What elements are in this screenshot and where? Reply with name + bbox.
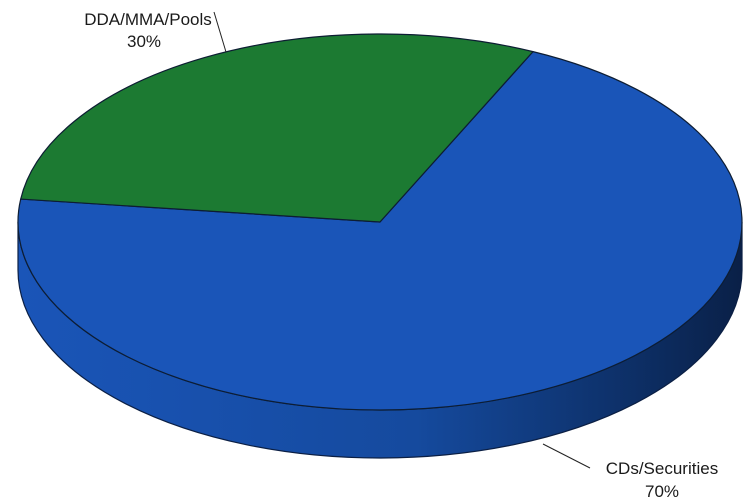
slice-value-dda-mma-pools: 30%: [127, 32, 161, 51]
slice-value-cds-securities: 70%: [645, 482, 679, 501]
slice-label-dda-mma-pools: DDA/MMA/Pools: [84, 10, 212, 29]
leader-lines: [213, 11, 591, 469]
leader-line-cds-securities: [542, 443, 591, 469]
slice-label-cds-securities: CDs/Securities: [606, 459, 718, 478]
slice-cds-securities: [17, 51, 743, 411]
leader-line-dda-mma-pools: [213, 11, 227, 53]
slice-dda-mma-pools: [20, 33, 534, 223]
pie-top: [17, 33, 743, 411]
